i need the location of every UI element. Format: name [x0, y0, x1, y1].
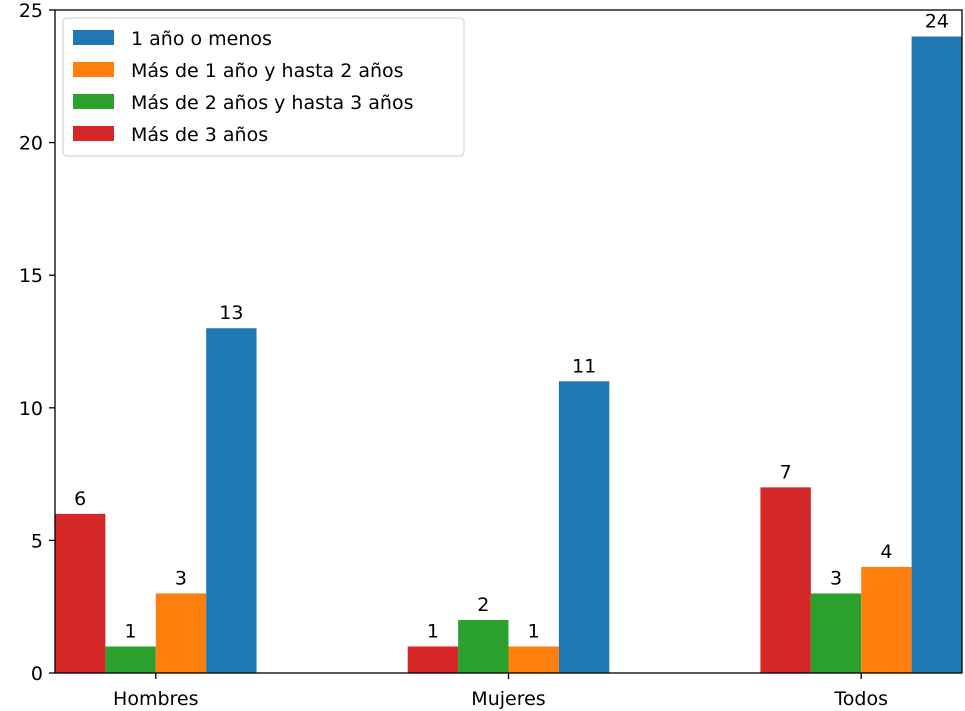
data-label-mujeres-mas-de-3-anos: 1 — [427, 620, 439, 642]
legend-box — [62, 17, 465, 157]
legend-swatch-mas-de-2-anos-y-hasta-3-anos — [73, 94, 114, 109]
bar-mujeres-mas-de-2-anos-y-hasta-3-anos — [458, 619, 509, 673]
data-label-todos-mas-de-1-ano-y-hasta-2-anos: 4 — [880, 541, 892, 563]
legend-label-mas-de-1-ano-y-hasta-2-anos: Más de 1 año y hasta 2 años — [131, 60, 404, 82]
y-axis-ticks: 0 5 10 15 20 25 — [19, 0, 55, 685]
bar-todos-1-ano-o-menos — [911, 36, 962, 673]
bar-todos-mas-de-3-anos — [760, 487, 811, 673]
data-label-hombres-mas-de-2-anos-y-hasta-3-anos: 1 — [125, 620, 137, 642]
data-label-todos-mas-de-3-anos: 7 — [780, 461, 792, 483]
bar-hombres-mas-de-3-anos — [55, 513, 106, 673]
bars-layer — [55, 36, 962, 673]
bar-todos-mas-de-1-ano-y-hasta-2-anos — [861, 566, 912, 673]
legend-swatch-mas-de-3-anos — [73, 126, 114, 141]
data-label-todos-1-ano-o-menos: 24 — [925, 11, 949, 33]
data-label-mujeres-1-ano-o-menos: 11 — [572, 355, 596, 377]
x-tick-label-todos: Todos — [833, 688, 888, 710]
y-tick-label: 20 — [19, 133, 43, 155]
legend: 1 año o menos Más de 1 año y hasta 2 años… — [62, 17, 465, 157]
legend-swatch-mas-de-1-ano-y-hasta-2-anos — [73, 62, 114, 77]
y-tick-label: 15 — [19, 265, 43, 287]
bar-todos-mas-de-2-anos-y-hasta-3-anos — [810, 593, 862, 673]
x-tick-label-mujeres: Mujeres — [471, 688, 545, 710]
data-label-todos-mas-de-2-anos-y-hasta-3-anos: 3 — [830, 567, 842, 589]
data-label-hombres-1-ano-o-menos: 13 — [219, 302, 243, 324]
y-tick-label: 0 — [31, 663, 43, 685]
bar-mujeres-mas-de-1-ano-y-hasta-2-anos — [508, 646, 559, 673]
x-tick-label-hombres: Hombres — [113, 688, 198, 710]
bar-mujeres-mas-de-3-anos — [407, 646, 459, 673]
bar-hombres-1-ano-o-menos — [206, 328, 257, 673]
data-label-hombres-mas-de-3-anos: 6 — [74, 488, 86, 510]
data-label-hombres-mas-de-1-ano-y-hasta-2-anos: 3 — [175, 567, 187, 589]
legend-label-1-ano-o-menos: 1 año o menos — [131, 28, 272, 50]
y-tick-label: 5 — [31, 530, 43, 552]
bar-mujeres-1-ano-o-menos — [558, 381, 610, 673]
bar-hombres-mas-de-1-ano-y-hasta-2-anos — [155, 593, 207, 673]
data-label-mujeres-mas-de-2-anos-y-hasta-3-anos: 2 — [477, 594, 489, 616]
y-tick-label: 10 — [19, 398, 43, 420]
legend-label-mas-de-2-anos-y-hasta-3-anos: Más de 2 años y hasta 3 años — [131, 92, 413, 114]
x-axis-ticks: Hombres Mujeres Todos — [113, 673, 888, 710]
data-label-mujeres-mas-de-1-ano-y-hasta-2-anos: 1 — [528, 620, 540, 642]
legend-swatch-1-ano-o-menos — [73, 30, 114, 45]
y-tick-label: 25 — [19, 0, 43, 22]
axes: 0 5 10 15 20 25 Hombres Mujeres Todos — [19, 0, 963, 710]
legend-label-mas-de-3-anos: Más de 3 años — [131, 124, 268, 146]
bar-hombres-mas-de-2-anos-y-hasta-3-anos — [105, 646, 156, 673]
